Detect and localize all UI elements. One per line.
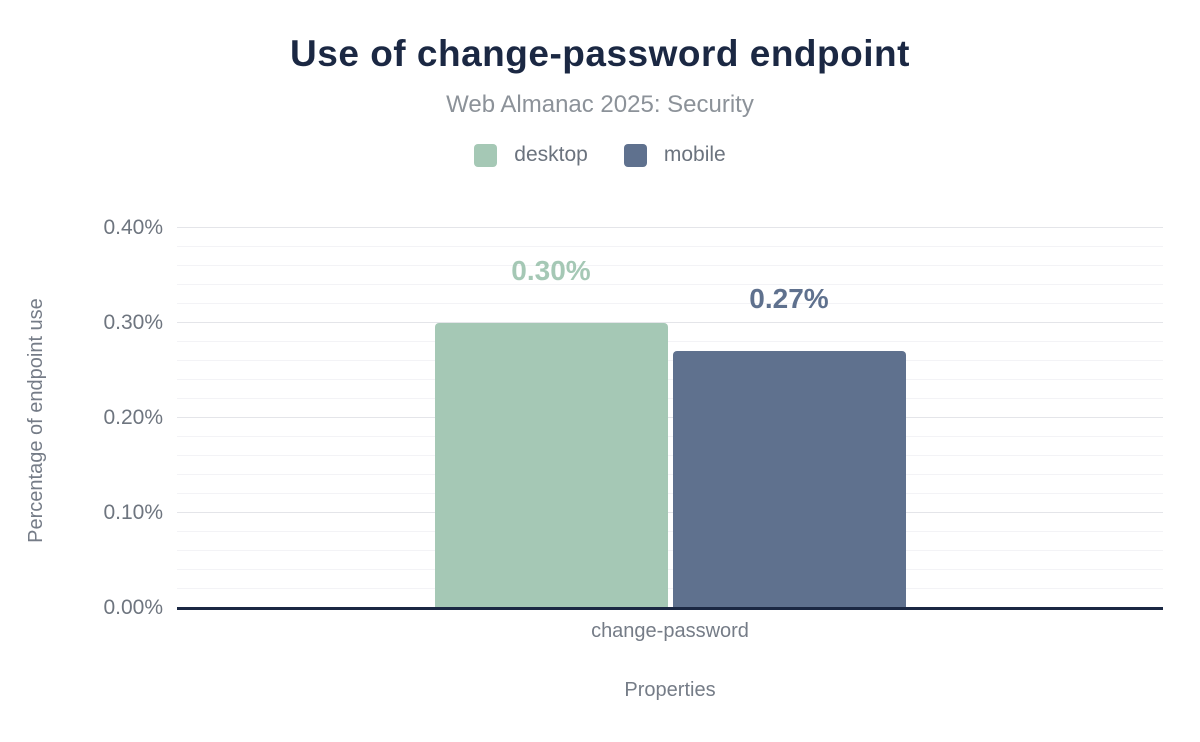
gridline-minor	[177, 569, 1163, 570]
gridline-major	[177, 417, 1163, 418]
gridline-minor	[177, 550, 1163, 551]
gridline-major	[177, 227, 1163, 228]
gridline-major	[177, 512, 1163, 513]
legend-item-desktop[interactable]: desktop	[474, 143, 588, 167]
gridline-minor	[177, 436, 1163, 437]
plot-area: 0.30% 0.27%	[177, 210, 1163, 610]
x-axis-line	[177, 607, 1163, 610]
mobile-swatch-icon	[623, 143, 647, 167]
gridline-minor	[177, 246, 1163, 247]
value-label-desktop: 0.30%	[511, 255, 591, 286]
gridline-minor	[177, 341, 1163, 342]
gridline-minor	[177, 455, 1163, 456]
legend-label-mobile: mobile	[663, 143, 726, 166]
gridline-minor	[177, 379, 1163, 380]
gridline-minor	[177, 531, 1163, 532]
legend-item-mobile[interactable]: mobile	[623, 143, 726, 167]
gridline-minor	[177, 265, 1163, 266]
desktop-swatch-icon	[474, 143, 498, 167]
y-tick-label: 0.20%	[103, 406, 163, 429]
chart-title: Use of change-password endpoint	[290, 33, 910, 74]
bar-mobile[interactable]	[672, 351, 906, 608]
chart-subtitle: Web Almanac 2025: Security	[446, 91, 754, 118]
gridline-minor	[177, 284, 1163, 285]
x-axis-title: Properties	[624, 679, 716, 701]
gridline-minor	[177, 398, 1163, 399]
legend: desktop mobile	[0, 143, 1200, 167]
gridline-minor	[177, 588, 1163, 589]
legend-label-desktop: desktop	[514, 143, 588, 166]
y-tick-label: 0.30%	[103, 311, 163, 334]
y-tick-label: 0.40%	[103, 216, 163, 239]
bar-desktop[interactable]	[434, 323, 668, 608]
gridline-minor	[177, 360, 1163, 361]
gridline-minor	[177, 303, 1163, 304]
y-tick-label: 0.10%	[103, 501, 163, 524]
x-category-label: change-password	[591, 620, 749, 642]
gridline-major	[177, 322, 1163, 323]
value-label-mobile: 0.27%	[749, 283, 829, 314]
y-tick-label: 0.00%	[103, 596, 163, 619]
gridline-minor	[177, 493, 1163, 494]
gridline-minor	[177, 474, 1163, 475]
